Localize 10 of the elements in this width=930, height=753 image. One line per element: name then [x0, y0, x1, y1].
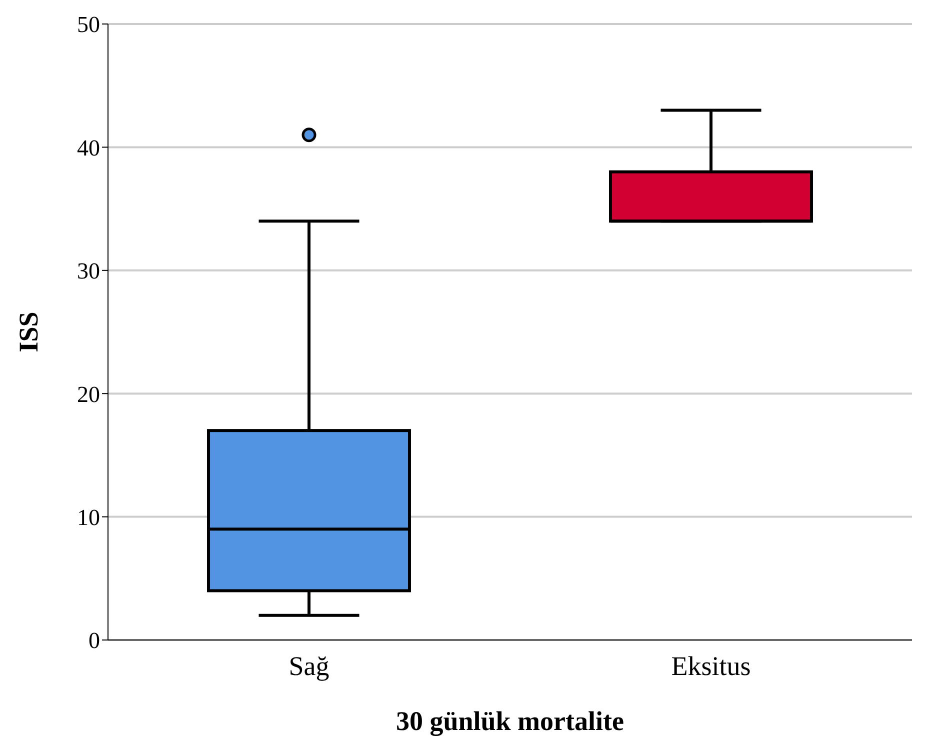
x-axis-title: 30 günlük mortalite: [396, 706, 624, 736]
x-tick-label: Eksitus: [671, 651, 751, 682]
y-tick-label: 10: [77, 504, 100, 530]
y-tick-label: 40: [77, 135, 100, 160]
x-tick-label: Sağ: [288, 651, 330, 682]
y-tick-label: 30: [77, 258, 100, 284]
y-tick-label: 20: [77, 382, 100, 407]
y-tick-label: 50: [77, 12, 100, 38]
y-tick-label: 0: [88, 628, 100, 654]
y-axis-title: ISS: [14, 312, 44, 352]
